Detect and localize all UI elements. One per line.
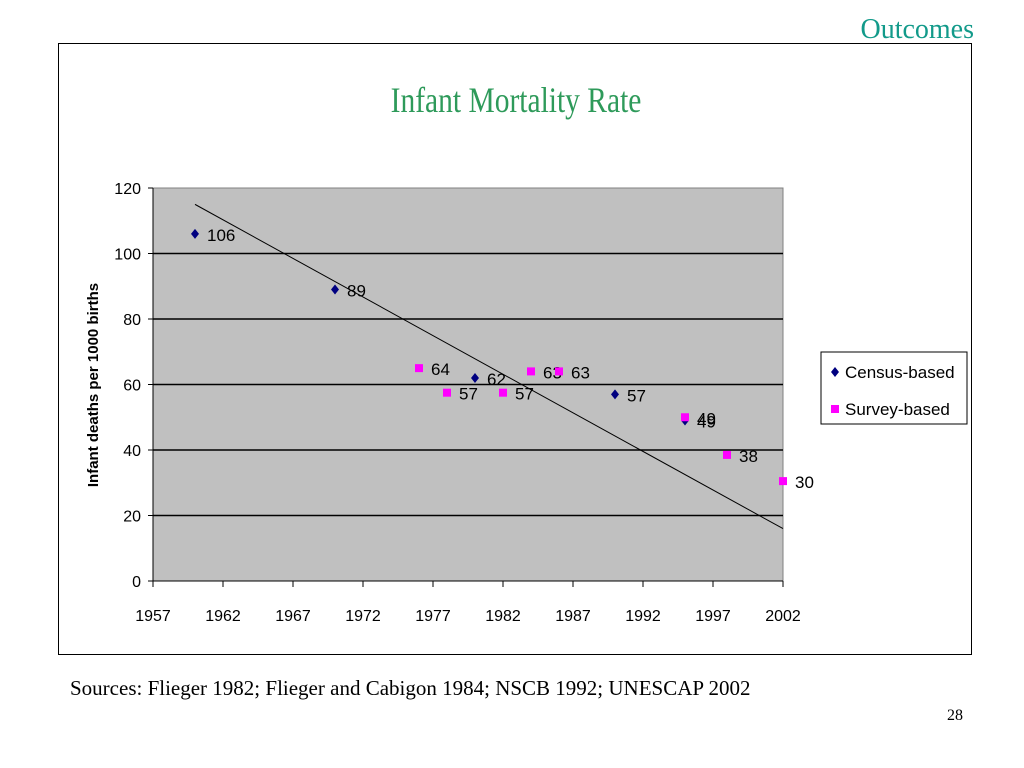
x-tick-label: 1987	[555, 608, 591, 625]
x-tick-label: 2002	[765, 608, 801, 625]
section-title: Outcomes	[860, 14, 974, 45]
legend-label: Survey-based	[845, 400, 950, 419]
y-axis-label: Infant deaths per 1000 births	[85, 283, 102, 487]
y-tick-label: 100	[114, 247, 141, 264]
x-tick-label: 1982	[485, 608, 521, 625]
survey-point	[555, 367, 563, 376]
survey-point	[443, 388, 451, 397]
data-label: 57	[515, 385, 534, 404]
x-tick-label: 1972	[345, 608, 381, 625]
x-tick-label: 1957	[135, 608, 171, 625]
census-point	[471, 372, 479, 383]
survey-point	[723, 450, 731, 459]
survey-point	[681, 413, 689, 422]
x-tick-label: 1962	[205, 608, 241, 625]
x-tick-label: 1997	[695, 608, 731, 625]
survey-point	[779, 477, 787, 486]
y-tick-label: 40	[123, 443, 141, 460]
trendline	[194, 203, 784, 530]
chart-title: Infant Mortality Rate	[391, 81, 642, 120]
y-tick-label: 0	[132, 574, 141, 591]
data-label: 49	[697, 413, 716, 432]
y-tick-label: 60	[123, 378, 141, 395]
data-label: 38	[739, 447, 758, 466]
y-tick-label: 120	[114, 181, 141, 198]
page-number: 28	[947, 707, 963, 724]
data-label: 49	[697, 409, 716, 428]
survey-point	[527, 367, 535, 376]
census-point	[191, 228, 199, 239]
census-point	[611, 389, 619, 400]
y-tick-label: 80	[123, 312, 141, 329]
x-tick-label: 1992	[625, 608, 661, 625]
legend-marker	[831, 405, 839, 413]
data-label: 30	[795, 473, 814, 492]
data-label: 57	[459, 385, 478, 404]
x-tick-label: 1977	[415, 608, 451, 625]
legend-marker	[831, 367, 839, 377]
survey-point	[499, 388, 507, 397]
data-label: 63	[571, 363, 590, 382]
x-tick-label: 1967	[275, 608, 311, 625]
data-label: 64	[431, 360, 450, 379]
survey-point	[415, 364, 423, 373]
legend-label: Census-based	[845, 363, 955, 382]
legend-box	[820, 351, 968, 425]
data-label: 89	[347, 282, 366, 301]
data-label: 106	[207, 226, 235, 245]
y-tick-label: 20	[123, 509, 141, 526]
data-label: 62	[487, 370, 506, 389]
census-point	[331, 284, 339, 295]
sources-note: Sources: Flieger 1982; Flieger and Cabig…	[70, 676, 751, 700]
data-label: 57	[627, 386, 646, 405]
